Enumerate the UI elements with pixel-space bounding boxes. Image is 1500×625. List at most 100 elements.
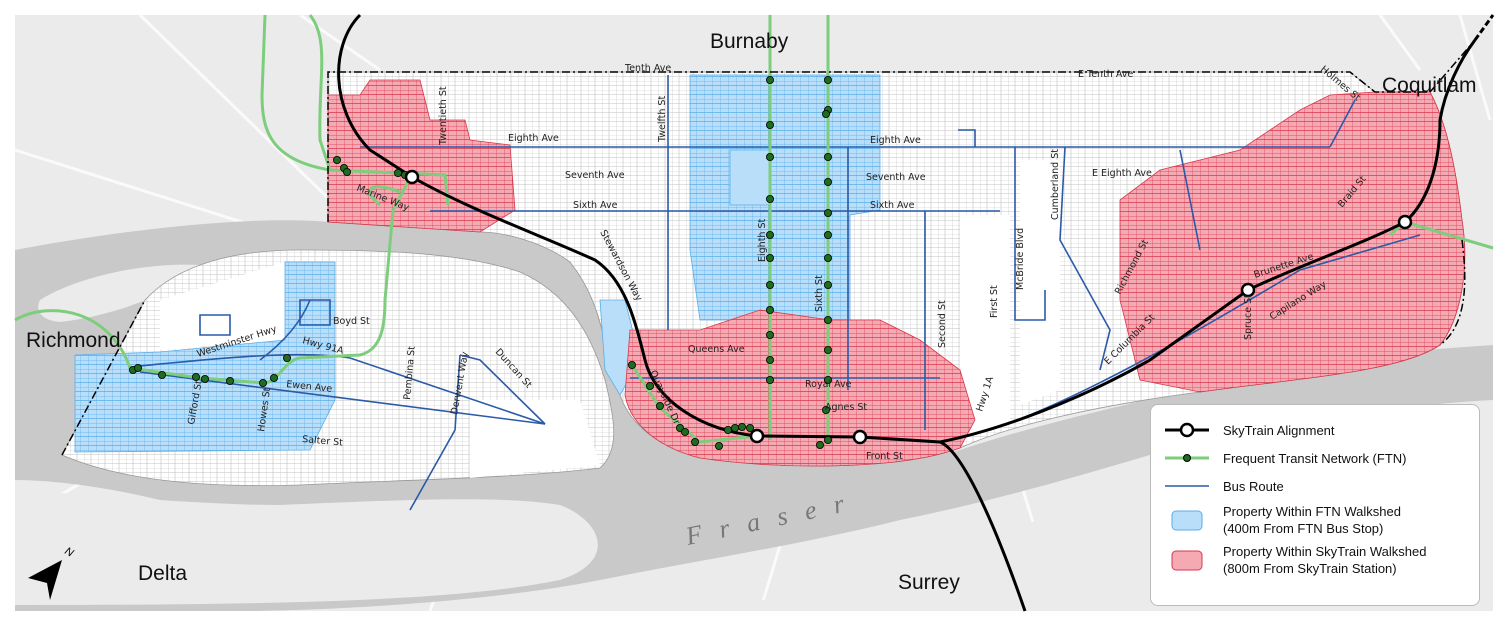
skytrain-station[interactable] [1240, 282, 1256, 298]
place-label-richmond: Richmond [26, 329, 121, 352]
ftn-stop [332, 155, 341, 164]
ftn-stop [766, 330, 775, 339]
ftn-stop [824, 280, 833, 289]
legend-label: (400m From FTN Bus Stop) [1223, 521, 1384, 536]
ftn-stop [258, 378, 267, 387]
street-label: Cumberland St [1050, 149, 1061, 220]
street-label: Eighth Ave [870, 135, 921, 146]
skytrain-station[interactable] [1397, 214, 1413, 230]
ftn-stop [824, 375, 833, 384]
street-label: First St [989, 285, 1000, 318]
river-island [38, 264, 201, 322]
ftn-stop [628, 360, 637, 369]
ftn-stop [191, 372, 200, 381]
skytrain-station[interactable] [749, 428, 765, 444]
ftn-stop [691, 437, 700, 446]
ftn-stop [225, 376, 234, 385]
ftn-stop [766, 375, 775, 384]
street-label: Seventh Ave [866, 172, 926, 183]
street-label: Pembina St [402, 345, 418, 400]
street-label: Eighth Ave [508, 133, 559, 144]
ftn-walkshed-areas [74, 74, 881, 453]
ftn-stop [724, 425, 733, 434]
ftn-stop [824, 230, 833, 239]
ftn-stop [824, 76, 833, 85]
industrial-area [160, 262, 285, 350]
ftn-stop [133, 363, 142, 372]
ftn-stop [824, 208, 833, 217]
street-label: Spruce St [1243, 294, 1254, 340]
city-boundary [61, 39, 1476, 456]
street-label: Agnes St [825, 402, 867, 413]
ftn-stop [766, 121, 775, 130]
ftn-stop [824, 253, 833, 262]
industrial-area [960, 215, 1010, 440]
legend-label: (800m From SkyTrain Station) [1223, 561, 1397, 576]
ftn-stop [738, 422, 747, 431]
legend-item-ftn-walkshed: Property Within FTN Walkshed (400m From F… [1163, 503, 1469, 537]
street-label: Seventh Ave [565, 170, 625, 181]
ftn-stop [766, 230, 775, 239]
ftn-stop [824, 435, 833, 444]
legend-label: Property Within SkyTrain Walkshed [1223, 544, 1427, 559]
skytrain-station[interactable] [852, 429, 868, 445]
south-shore [15, 490, 598, 605]
ftn-stop [822, 110, 831, 119]
street-label: Eighth St [757, 219, 768, 262]
ftn-stop [766, 280, 775, 289]
legend-item-bus: Bus Route [1163, 475, 1469, 497]
ftn-stop [393, 168, 402, 177]
street-label: Twentieth St [438, 86, 449, 146]
skytrain-station[interactable] [404, 169, 420, 185]
street-label: Front St [866, 451, 903, 462]
ftn-stop [766, 355, 775, 364]
ftn-stop [269, 373, 278, 382]
legend-label: Frequent Transit Network (FTN) [1223, 450, 1407, 466]
ftn-stop [816, 440, 825, 449]
legend: SkyTrain Alignment Frequent Transit Netw… [1150, 404, 1480, 606]
street-label: Queens Ave [688, 344, 745, 355]
ftn-stop [824, 177, 833, 186]
bus-route-symbol-icon [1165, 485, 1209, 487]
ftn-stop [746, 423, 755, 432]
street-label: Sixth Ave [870, 200, 915, 211]
legend-item-skytrain-walkshed: Property Within SkyTrain Walkshed (800m F… [1163, 543, 1469, 577]
ftn-stop [824, 315, 833, 324]
ftn-stops [128, 76, 833, 450]
legend-label: SkyTrain Alignment [1223, 422, 1335, 438]
ftn-stop [766, 253, 775, 262]
legend-label: Property Within FTN Walkshed [1223, 504, 1401, 519]
place-label-burnaby: Burnaby [710, 30, 789, 53]
skytrain-line [337, 13, 1495, 612]
street-label: Second St [937, 300, 948, 348]
ftn-stop [681, 427, 690, 436]
legend-item-skytrain: SkyTrain Alignment [1163, 419, 1469, 441]
ftn-stop [731, 423, 740, 432]
place-label-delta: Delta [138, 562, 187, 585]
bus-routes [139, 75, 1421, 511]
ftn-stop [656, 401, 665, 410]
ftn-stop [822, 405, 831, 414]
ftn-walkshed-swatch-icon [1171, 510, 1203, 531]
street-label: E Tenth Ave [1078, 69, 1133, 80]
ftn-stop [766, 152, 775, 161]
street-label: Twelfth St [657, 96, 668, 143]
ftn-stop [766, 305, 775, 314]
ftn-stop [766, 76, 775, 85]
ftn-stop [342, 167, 351, 176]
ftn-symbol-icon [1165, 454, 1209, 462]
industrial-area [470, 400, 600, 478]
north-arrow-icon [28, 560, 62, 600]
street-label: Tenth Ave [624, 63, 671, 74]
street-label: Ewen Ave [286, 379, 333, 395]
ftn-stop [200, 374, 209, 383]
street-label: McBride Blvd [1015, 228, 1026, 290]
ftn-stop [282, 353, 291, 362]
ftn-stop [157, 370, 166, 379]
legend-label: Bus Route [1223, 478, 1284, 494]
street-label: Salter St [302, 434, 344, 449]
ftn-stop [824, 345, 833, 354]
ftn-stop [646, 381, 655, 390]
place-label-coquitlam: Coquitlam [1382, 74, 1477, 97]
